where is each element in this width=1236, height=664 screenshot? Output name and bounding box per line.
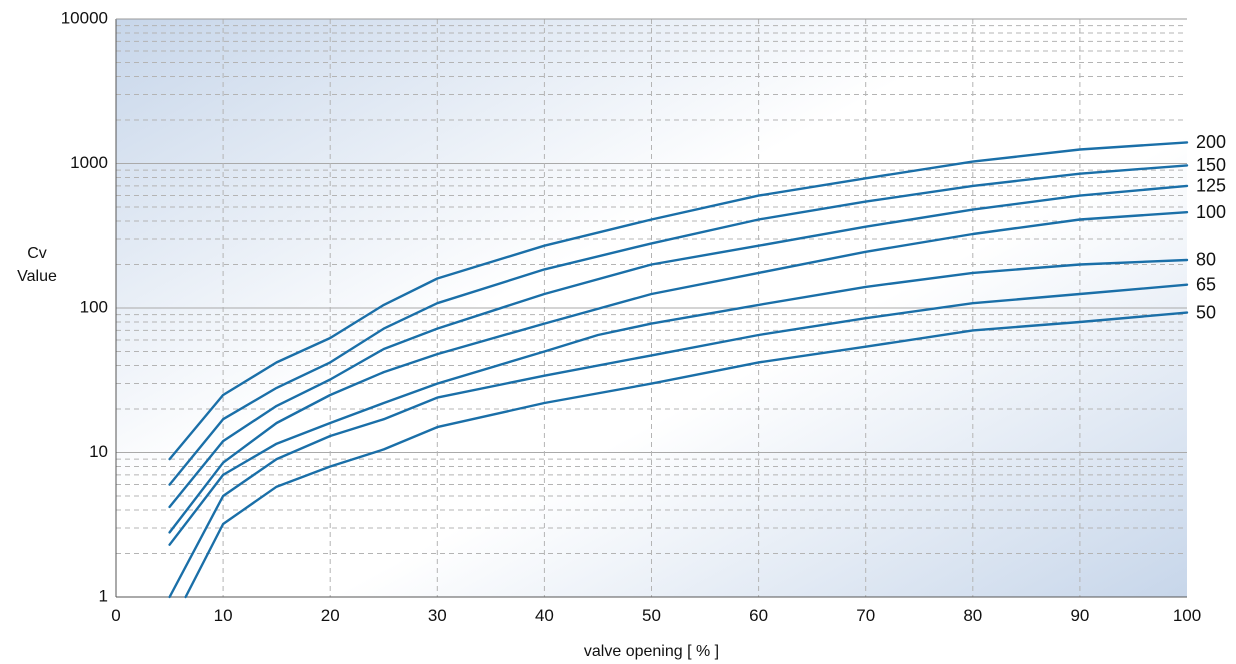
series-label-150: 150 (1196, 155, 1226, 175)
series-label-100: 100 (1196, 202, 1226, 222)
x-tick-label: 10 (214, 606, 233, 625)
series-line-150 (168, 164, 1189, 486)
series-label-125: 125 (1196, 176, 1226, 196)
axes (115, 18, 1187, 598)
series-line-80 (168, 258, 1189, 546)
y-tick-label: 10000 (61, 8, 108, 27)
x-tick-label: 40 (535, 606, 554, 625)
x-tick-label: 30 (428, 606, 447, 625)
x-tick-label: 90 (1070, 606, 1089, 625)
x-tick-label: 100 (1173, 606, 1201, 625)
x-tick-label: 60 (749, 606, 768, 625)
series-line-125 (168, 184, 1189, 509)
series-label-50: 50 (1196, 302, 1216, 322)
series-line-65 (168, 283, 1189, 599)
y-axis-title-line: Value (17, 268, 57, 285)
series-label-65: 65 (1196, 274, 1216, 294)
series-line-200 (168, 141, 1189, 461)
y-axis-title-line: Cv (27, 245, 47, 262)
y-tick-label: 100 (80, 297, 108, 316)
series-label-80: 80 (1196, 250, 1216, 270)
x-tick-label: 80 (963, 606, 982, 625)
series-label-200: 200 (1196, 132, 1226, 152)
series-group (168, 141, 1189, 599)
y-tick-label: 1 (99, 586, 108, 605)
series-line-50 (184, 311, 1189, 599)
y-tick-label: 1000 (70, 153, 108, 172)
series-line-100 (168, 211, 1189, 534)
x-tick-label: 50 (642, 606, 661, 625)
y-tick-label: 10 (89, 442, 108, 461)
x-tick-label: 20 (321, 606, 340, 625)
x-tick-label: 70 (856, 606, 875, 625)
x-tick-label: 0 (111, 606, 120, 625)
x-axis-title: valve opening [ % ] (584, 643, 719, 660)
